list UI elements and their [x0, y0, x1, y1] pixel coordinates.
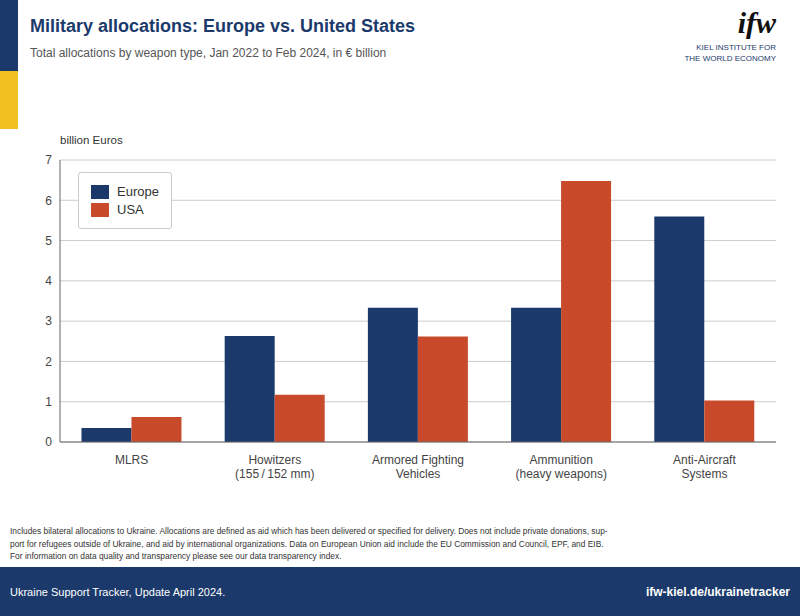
html-text:Total allocations by weapon ty: Total allocations by weapon type, Jan 20… — [30, 46, 387, 60]
html-text:ifw-kiel.de/ukrainetracker: ifw-kiel.de/ukrainetracker — [645, 584, 790, 599]
html-text:Includes bilateral allocations: Includes bilateral allocations to Ukrain… — [10, 526, 608, 561]
html-text:KIEL INSTITUTE FOR THE WORLD E: KIEL INSTITUTE FOR THE WORLD ECONOMY — [684, 43, 776, 64]
svg-text:Anti-AircraftSystems: Anti-AircraftSystems — [673, 453, 736, 481]
html-text:USA: USA — [117, 202, 144, 217]
svg-text:Howitzers(155 / 152 mm): Howitzers(155 / 152 mm) — [235, 453, 315, 481]
svg-text:1: 1 — [45, 395, 52, 409]
html-text:Europe: Europe — [117, 184, 159, 199]
svg-text:Armored FightingVehicles: Armored FightingVehicles — [372, 453, 464, 481]
svg-text:0: 0 — [45, 435, 52, 449]
svg-text:4: 4 — [45, 274, 52, 288]
html-text:Ukraine Support Tracker, Updat: Ukraine Support Tracker, Update April 20… — [10, 585, 226, 598]
html-text:Military allocations: Europe v: Military allocations: Europe vs. United … — [30, 16, 416, 36]
svg-text:3: 3 — [45, 314, 52, 328]
html-text:ifw: ifw — [737, 6, 776, 39]
svg-text:2: 2 — [45, 355, 52, 369]
svg-text:7: 7 — [45, 153, 52, 167]
svg-text:MLRS: MLRS — [115, 453, 148, 467]
svg-text:6: 6 — [45, 194, 52, 208]
svg-text:5: 5 — [45, 234, 52, 248]
html-text:billion Euros: billion Euros — [60, 134, 123, 146]
svg-text:Ammunition(heavy weapons): Ammunition(heavy weapons) — [516, 453, 607, 481]
